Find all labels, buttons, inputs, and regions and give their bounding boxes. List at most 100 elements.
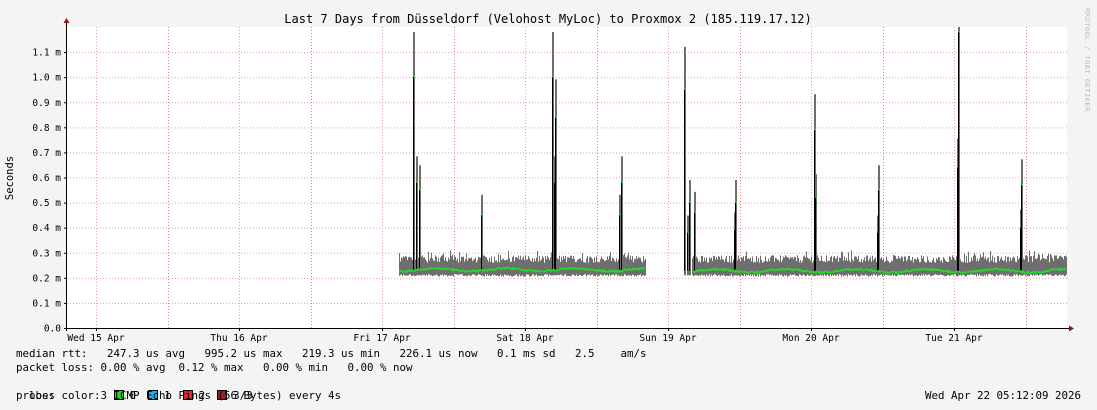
- smoke-bar: [580, 258, 581, 276]
- smoke-bar: [441, 255, 442, 276]
- smoke-bar: [811, 256, 812, 275]
- smoke-bar: [951, 259, 952, 276]
- smoke-bar: [1059, 256, 1060, 275]
- smoke-bar: [831, 256, 832, 277]
- smoke-bar: [435, 255, 436, 276]
- smoke-bar: [703, 261, 704, 276]
- smoke-bar: [914, 258, 915, 276]
- smoke-bar: [873, 260, 874, 275]
- smoke-bar: [932, 260, 933, 276]
- smoke-bar: [994, 257, 995, 277]
- smoke-bar: [938, 256, 939, 276]
- smoke-bar: [1062, 257, 1063, 275]
- smoke-bar: [457, 258, 458, 276]
- x-tick-label: Wed 15 Apr: [67, 333, 124, 344]
- smoke-bar: [941, 260, 942, 275]
- y-tick-label: 0.1 m: [32, 298, 61, 309]
- smoke-bar: [775, 257, 776, 276]
- smoke-bar: [697, 258, 698, 276]
- smoke-bar: [973, 255, 974, 276]
- smoke-bar: [479, 257, 480, 275]
- smoke-bar: [528, 255, 529, 275]
- smoke-bar: [570, 255, 571, 277]
- smoke-bar: [871, 261, 872, 276]
- x-tick-label: Sat 18 Apr: [496, 333, 553, 344]
- smoke-bar: [742, 258, 743, 276]
- smoke-bar: [464, 261, 465, 277]
- plot-area: [67, 27, 1067, 328]
- smoke-bar: [713, 255, 714, 276]
- smoke-bar: [415, 259, 416, 276]
- smoke-bar: [442, 255, 443, 275]
- smoke-bar: [450, 250, 451, 276]
- smoke-bar: [422, 255, 423, 275]
- smoke-bar: [817, 255, 818, 276]
- smoke-bar: [978, 261, 979, 277]
- smoke-bar: [882, 260, 883, 277]
- smoke-bar: [409, 256, 410, 275]
- smoke-bar: [1013, 256, 1014, 276]
- smoke-bar: [869, 259, 870, 276]
- smoke-bar: [1016, 262, 1017, 275]
- smoke-bar: [443, 253, 444, 276]
- x-tick-label: Thu 16 Apr: [210, 333, 267, 344]
- smoke-bar: [709, 257, 710, 275]
- smoke-bar: [971, 257, 972, 275]
- smoke-bar: [438, 258, 439, 277]
- smoke-bar: [645, 258, 646, 276]
- smoke-bar: [1030, 256, 1031, 275]
- smoke-bar: [792, 257, 793, 275]
- smoke-bar: [567, 257, 568, 276]
- smoke-bar: [798, 257, 799, 277]
- smoke-bar: [912, 256, 913, 275]
- smoke-bar: [948, 261, 949, 276]
- smoke-bar: [991, 260, 992, 276]
- axes: [63, 18, 1074, 332]
- smoke-bar: [1010, 257, 1011, 277]
- smoke-bar: [889, 262, 890, 276]
- smoke-bar: [1014, 257, 1015, 275]
- smoke-bar: [1042, 253, 1043, 276]
- smoke-bar: [841, 251, 842, 277]
- smoke-bar: [760, 255, 761, 277]
- smoke-bar: [474, 259, 475, 275]
- smoke-bar: [402, 258, 403, 277]
- smoke-bar: [801, 262, 802, 276]
- smoke-bar: [522, 258, 523, 276]
- x-tick-labels: Wed 15 Apr Thu 16 Apr Fri 17 Apr Sat 18 Apr…: [67, 328, 983, 344]
- y-tick-label: 1.0 m: [32, 73, 61, 84]
- smoke-bar: [901, 256, 902, 275]
- smoke-bar: [627, 255, 628, 276]
- smoke-bar: [771, 255, 772, 276]
- smoke-bar: [468, 258, 469, 275]
- smoke-bar: [429, 260, 430, 275]
- smoke-bar: [915, 259, 916, 276]
- smoke-bar: [820, 260, 821, 275]
- smoke-bar: [975, 255, 976, 275]
- smoke-bar: [412, 259, 413, 276]
- smoke-bar: [749, 259, 750, 277]
- x-axis-arrow-icon: [1069, 325, 1074, 332]
- smoke-bar: [840, 257, 841, 275]
- smoke-bar: [982, 256, 983, 276]
- smoke-bar: [490, 262, 491, 276]
- smoke-bar: [985, 256, 986, 276]
- smoke-bar: [423, 257, 424, 276]
- smoke-bar: [790, 257, 791, 275]
- smoke-bar: [1031, 255, 1032, 275]
- smoke-bar: [1039, 254, 1040, 275]
- smoke-bar: [903, 261, 904, 276]
- smoke-bar: [440, 257, 441, 275]
- smoke-bar: [603, 259, 604, 276]
- smoke-bar: [893, 254, 894, 277]
- smoke-bar: [972, 260, 973, 275]
- smoke-bar: [425, 259, 426, 276]
- smoke-bar: [430, 257, 431, 276]
- smoke-bar: [487, 259, 488, 275]
- smoke-bar: [411, 257, 412, 277]
- smoke-bar: [968, 251, 969, 275]
- smoke-bar: [421, 256, 422, 276]
- y-tick-label: 0.9 m: [32, 98, 61, 109]
- smoke-bar: [692, 258, 693, 275]
- loss-color-3: 3/3: [217, 389, 253, 402]
